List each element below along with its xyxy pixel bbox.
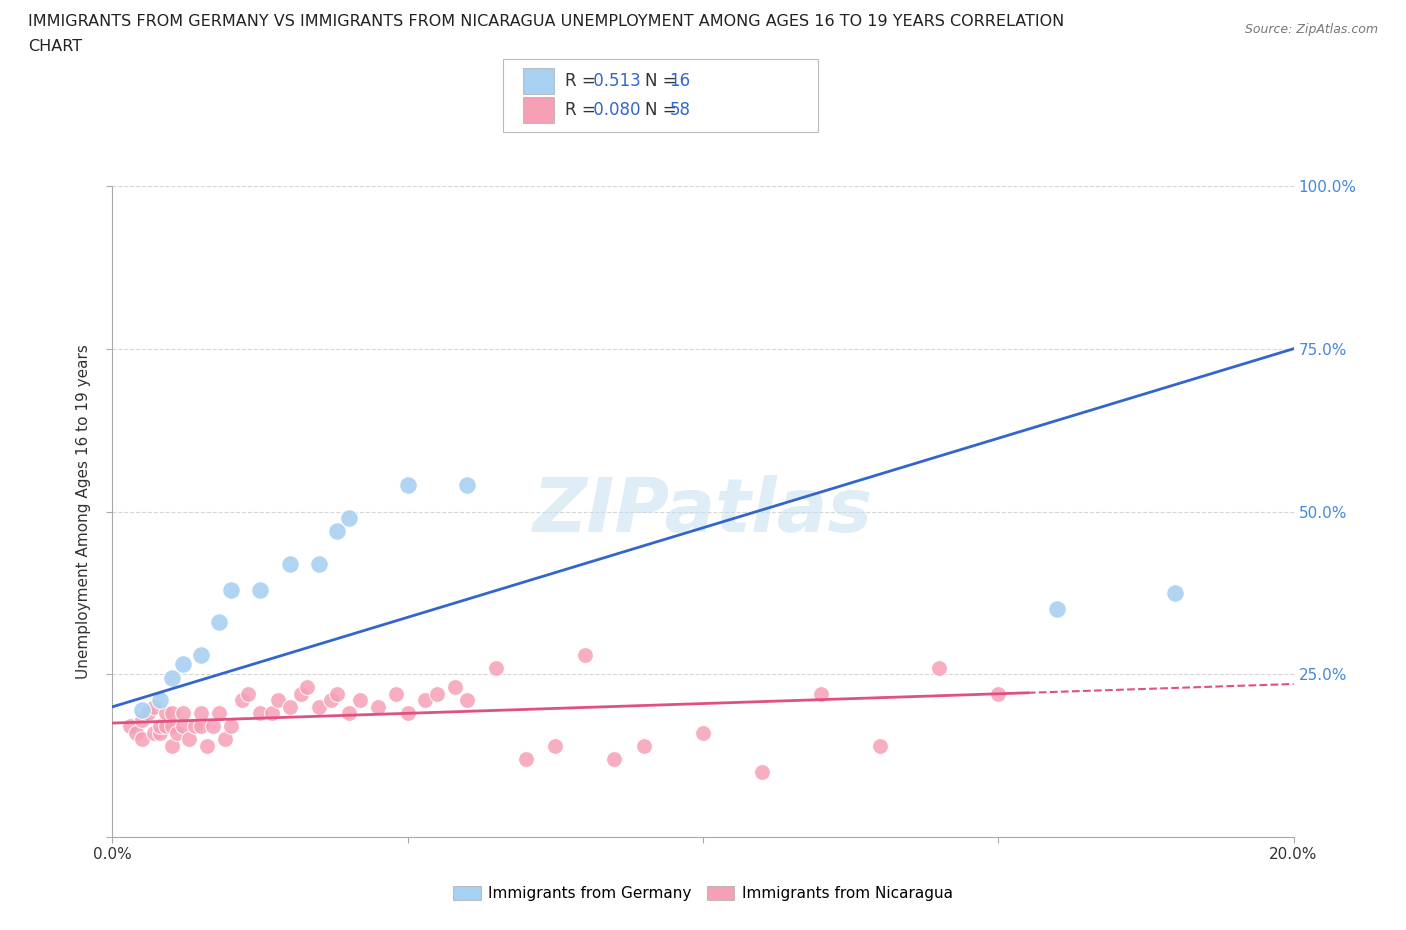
Text: N =: N = <box>645 72 682 90</box>
Point <box>426 686 449 701</box>
Point <box>172 706 194 721</box>
Point <box>142 699 165 714</box>
Point <box>120 719 142 734</box>
Point <box>149 719 172 734</box>
Point <box>160 671 183 685</box>
Point <box>184 719 207 734</box>
Point <box>396 706 419 721</box>
Text: 0.080: 0.080 <box>588 100 640 119</box>
Text: Source: ZipAtlas.com: Source: ZipAtlas.com <box>1244 23 1378 36</box>
Text: N =: N = <box>645 100 682 119</box>
Point <box>444 680 467 695</box>
Point <box>201 719 224 734</box>
Point <box>367 699 389 714</box>
Point <box>136 706 159 721</box>
Point <box>172 658 194 672</box>
Point <box>249 582 271 597</box>
Point <box>751 764 773 779</box>
Point <box>131 703 153 718</box>
Point <box>190 719 212 734</box>
Point <box>160 738 183 753</box>
Point <box>456 478 478 493</box>
Point <box>172 719 194 734</box>
Point <box>349 693 371 708</box>
Point <box>214 732 236 747</box>
Point <box>385 686 408 701</box>
Point <box>297 680 319 695</box>
Point <box>267 693 290 708</box>
Point <box>326 686 349 701</box>
Point <box>208 706 231 721</box>
Point <box>142 725 165 740</box>
Point <box>415 693 437 708</box>
Point <box>456 693 478 708</box>
Point <box>278 556 301 571</box>
Point <box>337 706 360 721</box>
Point <box>260 706 283 721</box>
Point <box>160 719 183 734</box>
Point <box>155 719 177 734</box>
Text: 0.513: 0.513 <box>588 72 641 90</box>
Point <box>238 686 260 701</box>
Point <box>195 738 218 753</box>
Point <box>125 725 148 740</box>
Point <box>1164 586 1187 601</box>
Point <box>190 706 212 721</box>
Point <box>190 647 212 662</box>
Point <box>337 511 360 525</box>
Point <box>308 556 330 571</box>
Point <box>515 751 537 766</box>
Legend: Immigrants from Germany, Immigrants from Nicaragua: Immigrants from Germany, Immigrants from… <box>447 880 959 908</box>
Point <box>544 738 567 753</box>
Point <box>396 478 419 493</box>
Y-axis label: Unemployment Among Ages 16 to 19 years: Unemployment Among Ages 16 to 19 years <box>76 344 91 679</box>
Point <box>231 693 253 708</box>
Point <box>326 524 349 538</box>
Point <box>160 706 183 721</box>
Point <box>308 699 330 714</box>
Point <box>810 686 832 701</box>
Point <box>219 582 242 597</box>
Point <box>928 660 950 675</box>
Point <box>278 699 301 714</box>
Point <box>131 732 153 747</box>
Point <box>319 693 342 708</box>
Point <box>692 725 714 740</box>
Point <box>485 660 508 675</box>
Point <box>131 712 153 727</box>
Point <box>290 686 312 701</box>
Point <box>166 725 188 740</box>
Text: R =: R = <box>565 72 602 90</box>
Text: CHART: CHART <box>28 39 82 54</box>
Point <box>574 647 596 662</box>
Text: IMMIGRANTS FROM GERMANY VS IMMIGRANTS FROM NICARAGUA UNEMPLOYMENT AMONG AGES 16 : IMMIGRANTS FROM GERMANY VS IMMIGRANTS FR… <box>28 14 1064 29</box>
Point <box>208 615 231 630</box>
Text: ZIPatlas: ZIPatlas <box>533 475 873 548</box>
Text: 58: 58 <box>669 100 690 119</box>
Point <box>149 693 172 708</box>
Point <box>249 706 271 721</box>
Point <box>603 751 626 766</box>
Point <box>155 706 177 721</box>
Point <box>1046 602 1069 617</box>
Point <box>149 725 172 740</box>
Point <box>219 719 242 734</box>
Point <box>633 738 655 753</box>
Point <box>179 732 201 747</box>
Point <box>869 738 891 753</box>
Text: 16: 16 <box>669 72 690 90</box>
Text: R =: R = <box>565 100 602 119</box>
Point <box>987 686 1010 701</box>
